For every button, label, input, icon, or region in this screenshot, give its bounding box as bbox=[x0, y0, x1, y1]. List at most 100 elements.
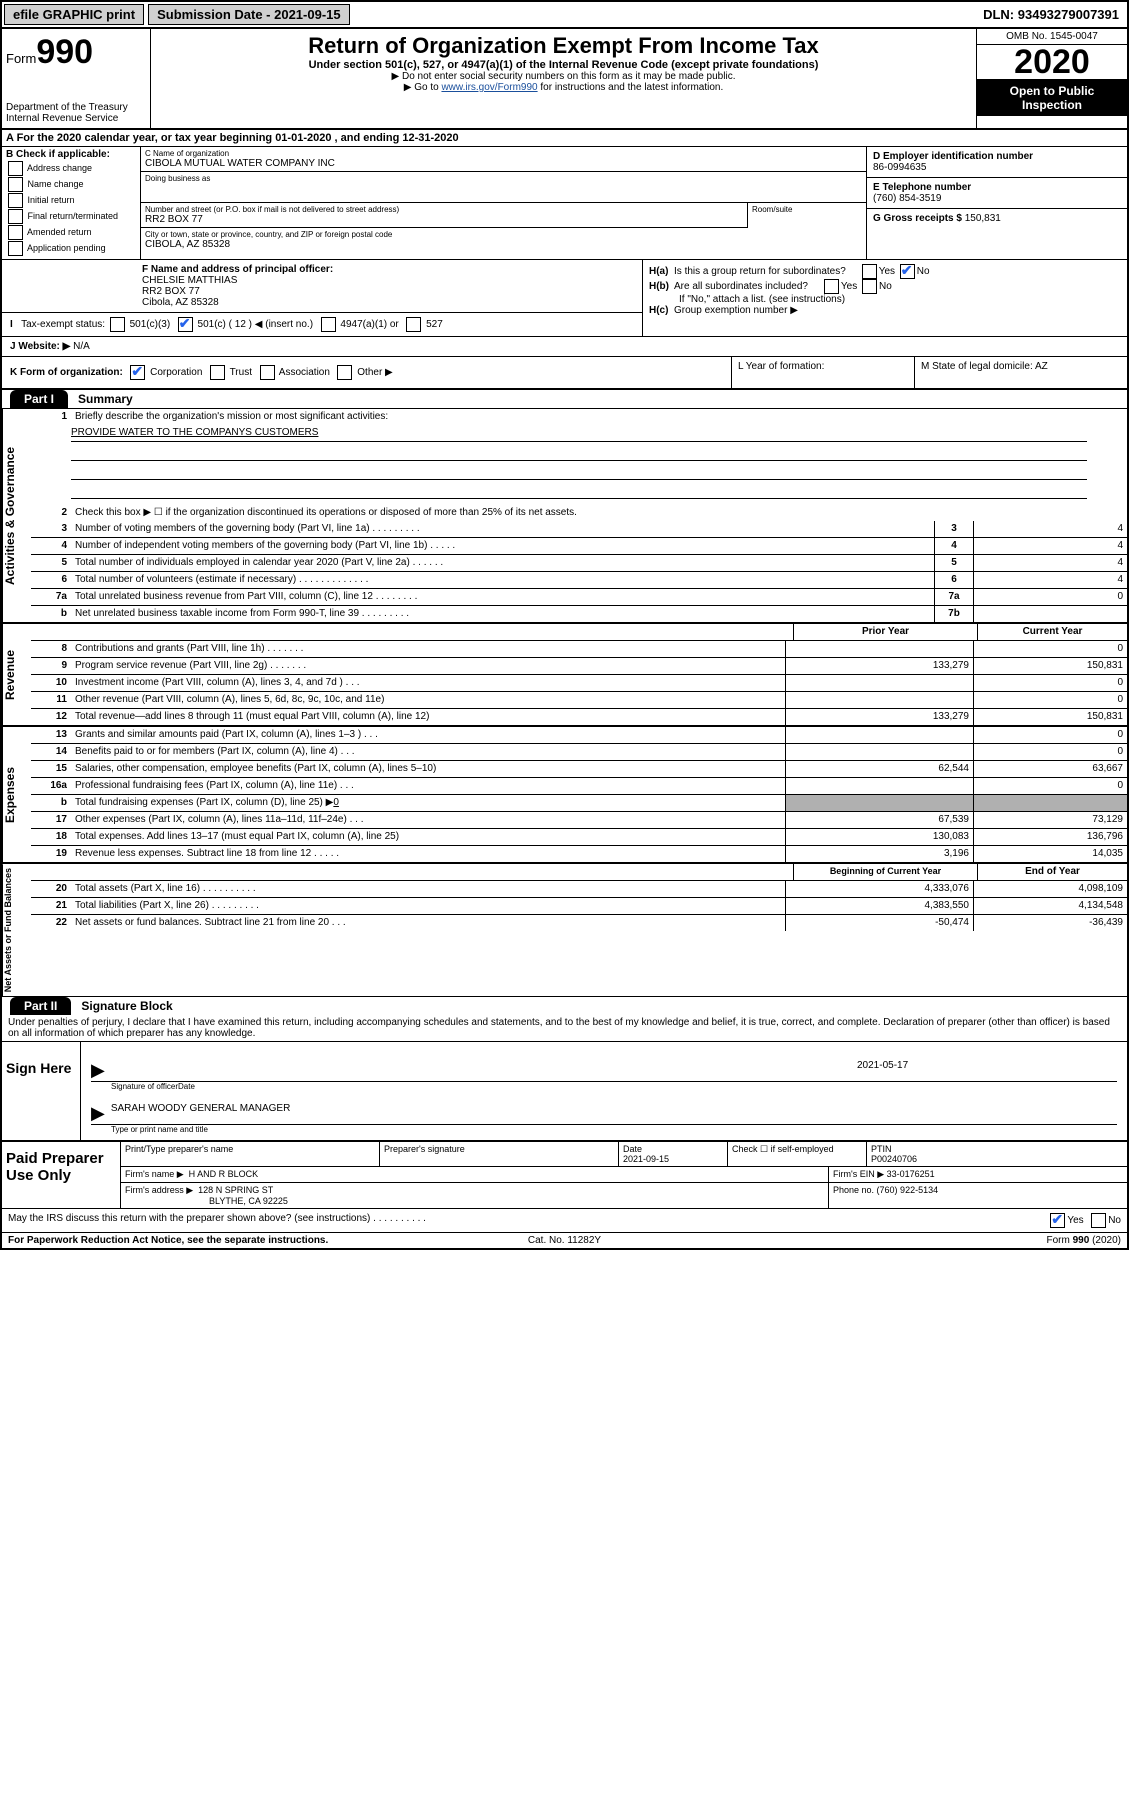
line17-prior: 67,539 bbox=[785, 812, 973, 828]
sig-date-caption: Date bbox=[178, 1082, 438, 1091]
sig-date-field: 2021-05-17 bbox=[857, 1060, 1117, 1081]
addr-value: RR2 BOX 77 bbox=[145, 214, 743, 225]
side-revenue: Revenue bbox=[2, 624, 31, 725]
line-14: 14Benefits paid to or for members (Part … bbox=[31, 744, 1127, 761]
line-6: 6Total number of volunteers (estimate if… bbox=[31, 572, 1127, 589]
submission-date-label: Submission Date - bbox=[157, 7, 274, 22]
expenses-body: 13Grants and similar amounts paid (Part … bbox=[31, 727, 1127, 862]
mission-blank-3 bbox=[71, 484, 1087, 499]
chk-501c3[interactable] bbox=[110, 317, 125, 332]
instructions-link[interactable]: www.irs.gov/Form990 bbox=[441, 82, 537, 93]
chk-name-change[interactable]: Name change bbox=[6, 177, 136, 192]
line6-val: 4 bbox=[973, 572, 1127, 588]
line16b-val: 0 bbox=[333, 797, 339, 808]
lbl-other: Other ▶ bbox=[357, 367, 392, 378]
sig-officer-field[interactable] bbox=[111, 1060, 857, 1081]
line21-end: 4,134,548 bbox=[973, 898, 1127, 914]
submission-date-button[interactable]: Submission Date - 2021-09-15 bbox=[148, 4, 350, 25]
efile-print-button[interactable]: efile GRAPHIC print bbox=[4, 4, 144, 25]
hb-row: H(b) Are all subordinates included? Yes … bbox=[649, 279, 1121, 294]
line-5: 5Total number of individuals employed in… bbox=[31, 555, 1127, 572]
line19-desc: Revenue less expenses. Subtract line 18 … bbox=[71, 846, 785, 862]
line18-curr: 136,796 bbox=[973, 829, 1127, 845]
line15-curr: 63,667 bbox=[973, 761, 1127, 777]
chk-application-pending[interactable]: Application pending bbox=[6, 241, 136, 256]
part1-tab: Part I bbox=[10, 390, 68, 408]
chk-ha-no[interactable] bbox=[900, 264, 915, 279]
prep-date-cell: Date2021-09-15 bbox=[619, 1142, 728, 1166]
prep-ein-lbl: Firm's EIN ▶ bbox=[833, 1169, 887, 1179]
prep-ein: 33-0176251 bbox=[887, 1169, 935, 1179]
dba-label: Doing business as bbox=[145, 174, 862, 183]
lbl-amended-return: Amended return bbox=[27, 227, 92, 237]
form-number: Form990 bbox=[6, 33, 146, 72]
line-1: 1 Briefly describe the organization's mi… bbox=[31, 409, 1127, 425]
col-b-header: B Check if applicable: bbox=[6, 149, 136, 160]
line20-desc: Total assets (Part X, line 16) . . . . .… bbox=[71, 881, 785, 897]
chk-4947a1[interactable] bbox=[321, 317, 336, 332]
prep-sig-cell: Preparer's signature bbox=[380, 1142, 619, 1166]
chk-final-return[interactable]: Final return/terminated bbox=[6, 209, 136, 224]
col-de: D Employer identification number 86-0994… bbox=[866, 147, 1127, 259]
line16b-prior-shade bbox=[785, 795, 973, 811]
dln-value: 93493279007391 bbox=[1018, 7, 1119, 22]
row-fh: F Name and address of principal officer:… bbox=[2, 260, 1127, 337]
status-label: Tax-exempt status: bbox=[21, 319, 105, 330]
hc-text: Group exemption number ▶ bbox=[674, 305, 798, 316]
prep-addr-lbl: Firm's address ▶ bbox=[125, 1185, 193, 1195]
line22-begin: -50,474 bbox=[785, 915, 973, 931]
line16a-curr: 0 bbox=[973, 778, 1127, 794]
chk-501c[interactable] bbox=[178, 317, 193, 332]
website-label: J Website: ▶ bbox=[10, 341, 70, 352]
prep-name-hdr: Print/Type preparer's name bbox=[125, 1144, 375, 1154]
lbl-initial-return: Initial return bbox=[28, 195, 75, 205]
chk-trust[interactable] bbox=[210, 365, 225, 380]
prep-row-1: Print/Type preparer's name Preparer's si… bbox=[121, 1142, 1127, 1167]
room-cell: Room/suite bbox=[748, 203, 866, 228]
mission-block: PROVIDE WATER TO THE COMPANYS CUSTOMERS bbox=[31, 425, 1127, 505]
line-22: 22Net assets or fund balances. Subtract … bbox=[31, 915, 1127, 931]
chk-ha-yes[interactable] bbox=[862, 264, 877, 279]
prep-date-val: 2021-09-15 bbox=[623, 1154, 723, 1164]
line6-desc: Total number of volunteers (estimate if … bbox=[71, 572, 934, 588]
line-20: 20Total assets (Part X, line 16) . . . .… bbox=[31, 881, 1127, 898]
chk-hb-yes[interactable] bbox=[824, 279, 839, 294]
line19-curr: 14,035 bbox=[973, 846, 1127, 862]
chk-discuss-no[interactable] bbox=[1091, 1213, 1106, 1228]
chk-527[interactable] bbox=[406, 317, 421, 332]
city-cell: City or town, state or province, country… bbox=[141, 228, 866, 252]
dln: DLN: 93493279007391 bbox=[975, 5, 1127, 24]
line1-desc: Briefly describe the organization's miss… bbox=[71, 409, 1127, 425]
lbl-4947a1: 4947(a)(1) or bbox=[340, 319, 398, 330]
line-3: 3Number of voting members of the governi… bbox=[31, 521, 1127, 538]
prep-addr1: 128 N SPRING ST bbox=[198, 1185, 273, 1195]
line17-curr: 73,129 bbox=[973, 812, 1127, 828]
chk-address-change[interactable]: Address change bbox=[6, 161, 136, 176]
prep-phone-cell: Phone no. (760) 922-5134 bbox=[829, 1183, 1127, 1208]
line16a-desc: Professional fundraising fees (Part IX, … bbox=[71, 778, 785, 794]
lbl-501c: 501(c) ( 12 ) ◀ (insert no.) bbox=[198, 319, 314, 330]
line20-begin: 4,333,076 bbox=[785, 881, 973, 897]
side-expenses: Expenses bbox=[2, 727, 31, 862]
line21-begin: 4,383,550 bbox=[785, 898, 973, 914]
form-990-page: efile GRAPHIC print Submission Date - 20… bbox=[0, 0, 1129, 1250]
addr-row: Number and street (or P.O. box if mail i… bbox=[141, 203, 866, 228]
chk-corporation[interactable] bbox=[130, 365, 145, 380]
penalty-text: Under penalties of perjury, I declare th… bbox=[2, 1015, 1127, 1041]
chk-amended-return[interactable]: Amended return bbox=[6, 225, 136, 240]
line8-curr: 0 bbox=[973, 641, 1127, 657]
prep-selfemp-hdr: Check ☐ if self-employed bbox=[732, 1144, 862, 1155]
chk-other[interactable] bbox=[337, 365, 352, 380]
form-note-1: ▶ Do not enter social security numbers o… bbox=[157, 71, 970, 82]
part2-tab: Part II bbox=[10, 997, 71, 1015]
chk-hb-no[interactable] bbox=[862, 279, 877, 294]
row-a-tax-year: A For the 2020 calendar year, or tax yea… bbox=[2, 130, 1127, 147]
line21-desc: Total liabilities (Part X, line 26) . . … bbox=[71, 898, 785, 914]
line3-val: 4 bbox=[973, 521, 1127, 537]
line4-desc: Number of independent voting members of … bbox=[71, 538, 934, 554]
chk-discuss-yes[interactable] bbox=[1050, 1213, 1065, 1228]
chk-association[interactable] bbox=[260, 365, 275, 380]
page-footer: For Paperwork Reduction Act Notice, see … bbox=[2, 1232, 1127, 1248]
current-year-hdr: Current Year bbox=[977, 624, 1127, 640]
chk-initial-return[interactable]: Initial return bbox=[6, 193, 136, 208]
